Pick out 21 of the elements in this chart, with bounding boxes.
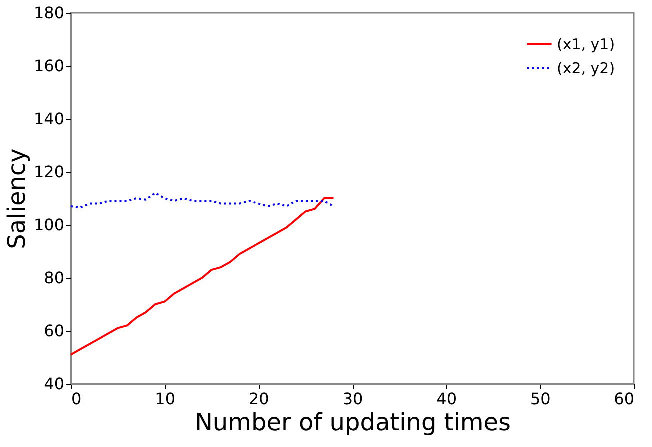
y-tick-label: 60 xyxy=(44,322,64,340)
y-axis-title: Saliency xyxy=(2,148,31,250)
line-series xyxy=(70,198,335,356)
y-tick-label: 80 xyxy=(44,268,64,288)
x-tick-label: 20 xyxy=(248,390,270,408)
y-tick-label: 40 xyxy=(44,374,64,394)
y-tick-label: 100 xyxy=(34,216,64,234)
x-tick-label: 50 xyxy=(530,390,551,408)
y-tick-label: 160 xyxy=(34,56,64,76)
legend-label: (x2, y2) xyxy=(557,60,616,78)
x-tick-label: 30 xyxy=(342,390,364,408)
x-axis-title: Number of updating times xyxy=(194,408,512,436)
x-tick-label: 10 xyxy=(155,390,176,408)
y-tick-label: 120 xyxy=(34,162,64,182)
x-tick-label: 0 xyxy=(72,390,82,408)
legend-label: (x1, y1) xyxy=(557,36,616,54)
x-tick-label: 40 xyxy=(436,390,458,408)
line-series xyxy=(70,192,335,209)
y-tick-label: 140 xyxy=(34,110,64,128)
y-tick-label: 180 xyxy=(34,4,64,22)
x-tick-label: 60 xyxy=(614,390,634,408)
